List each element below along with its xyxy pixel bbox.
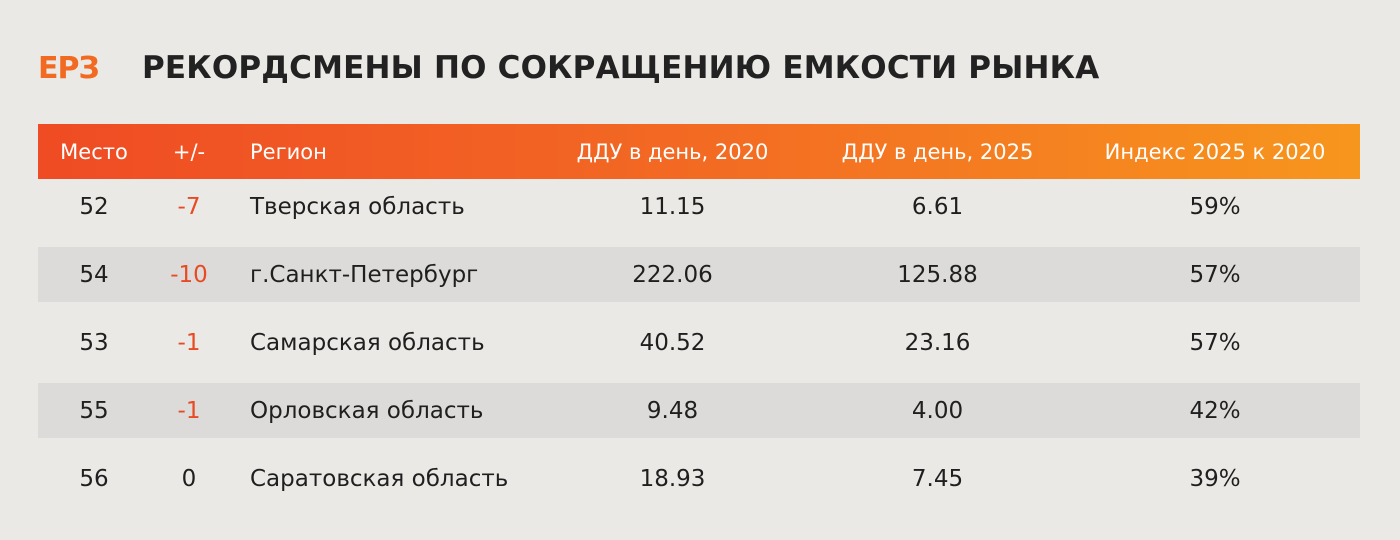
column-header-ddu-2025: ДДУ в день, 2025 <box>841 139 1034 164</box>
column-header-index: Индекс 2025 к 2020 <box>1104 139 1326 164</box>
cell-ddu-2025: 23.16 <box>904 329 971 356</box>
cell-place: 52 <box>79 193 109 220</box>
brand-logo: ЕРЗ <box>38 50 100 86</box>
cell-region: Тверская область <box>250 193 465 220</box>
cell-delta: 0 <box>181 465 197 492</box>
page-header: ЕРЗ РЕКОРДСМЕНЫ ПО СОКРАЩЕНИЮ ЕМКОСТИ РЫ… <box>38 46 1099 90</box>
column-header-region: Регион <box>250 139 327 164</box>
cell-index: 57% <box>1189 261 1241 288</box>
table-row: 54 -10 г.Санкт-Петербург 222.06 125.88 5… <box>38 247 1360 302</box>
cell-index: 57% <box>1189 329 1241 356</box>
cell-region: Орловская область <box>250 397 484 424</box>
cell-region: Самарская область <box>250 329 485 356</box>
cell-ddu-2025: 7.45 <box>911 465 964 492</box>
cell-ddu-2025: 6.61 <box>911 193 964 220</box>
cell-ddu-2020: 40.52 <box>639 329 706 356</box>
cell-ddu-2025: 125.88 <box>897 261 978 288</box>
table-row: 55 -1 Орловская область 9.48 4.00 42% <box>38 383 1360 438</box>
cell-place: 56 <box>79 465 109 492</box>
cell-index: 39% <box>1189 465 1241 492</box>
cell-index: 59% <box>1189 193 1241 220</box>
cell-delta: -7 <box>177 193 201 220</box>
cell-place: 53 <box>79 329 109 356</box>
column-header-ddu-2020: ДДУ в день, 2020 <box>576 139 769 164</box>
ranking-table: Место +/- Регион ДДУ в день, 2020 ДДУ в … <box>38 124 1360 519</box>
cell-ddu-2020: 222.06 <box>632 261 713 288</box>
cell-place: 55 <box>79 397 109 424</box>
cell-ddu-2020: 18.93 <box>639 465 706 492</box>
column-header-place: Место <box>60 139 128 164</box>
table-row: 53 -1 Самарская область 40.52 23.16 57% <box>38 315 1360 370</box>
cell-ddu-2020: 9.48 <box>646 397 699 424</box>
table-header: Место +/- Регион ДДУ в день, 2020 ДДУ в … <box>38 124 1360 179</box>
table-row: 56 0 Саратовская область 18.93 7.45 39% <box>38 451 1360 506</box>
table-row: 52 -7 Тверская область 11.15 6.61 59% <box>38 179 1360 234</box>
cell-ddu-2025: 4.00 <box>911 397 964 424</box>
cell-delta: -1 <box>177 329 201 356</box>
cell-ddu-2020: 11.15 <box>639 193 706 220</box>
cell-region: Саратовская область <box>250 465 509 492</box>
cell-delta: -1 <box>177 397 201 424</box>
cell-place: 54 <box>79 261 109 288</box>
cell-region: г.Санкт-Петербург <box>250 261 479 288</box>
cell-delta: -10 <box>170 261 208 288</box>
cell-index: 42% <box>1189 397 1241 424</box>
page-title: РЕКОРДСМЕНЫ ПО СОКРАЩЕНИЮ ЕМКОСТИ РЫНКА <box>142 50 1100 86</box>
column-header-delta: +/- <box>172 139 206 164</box>
